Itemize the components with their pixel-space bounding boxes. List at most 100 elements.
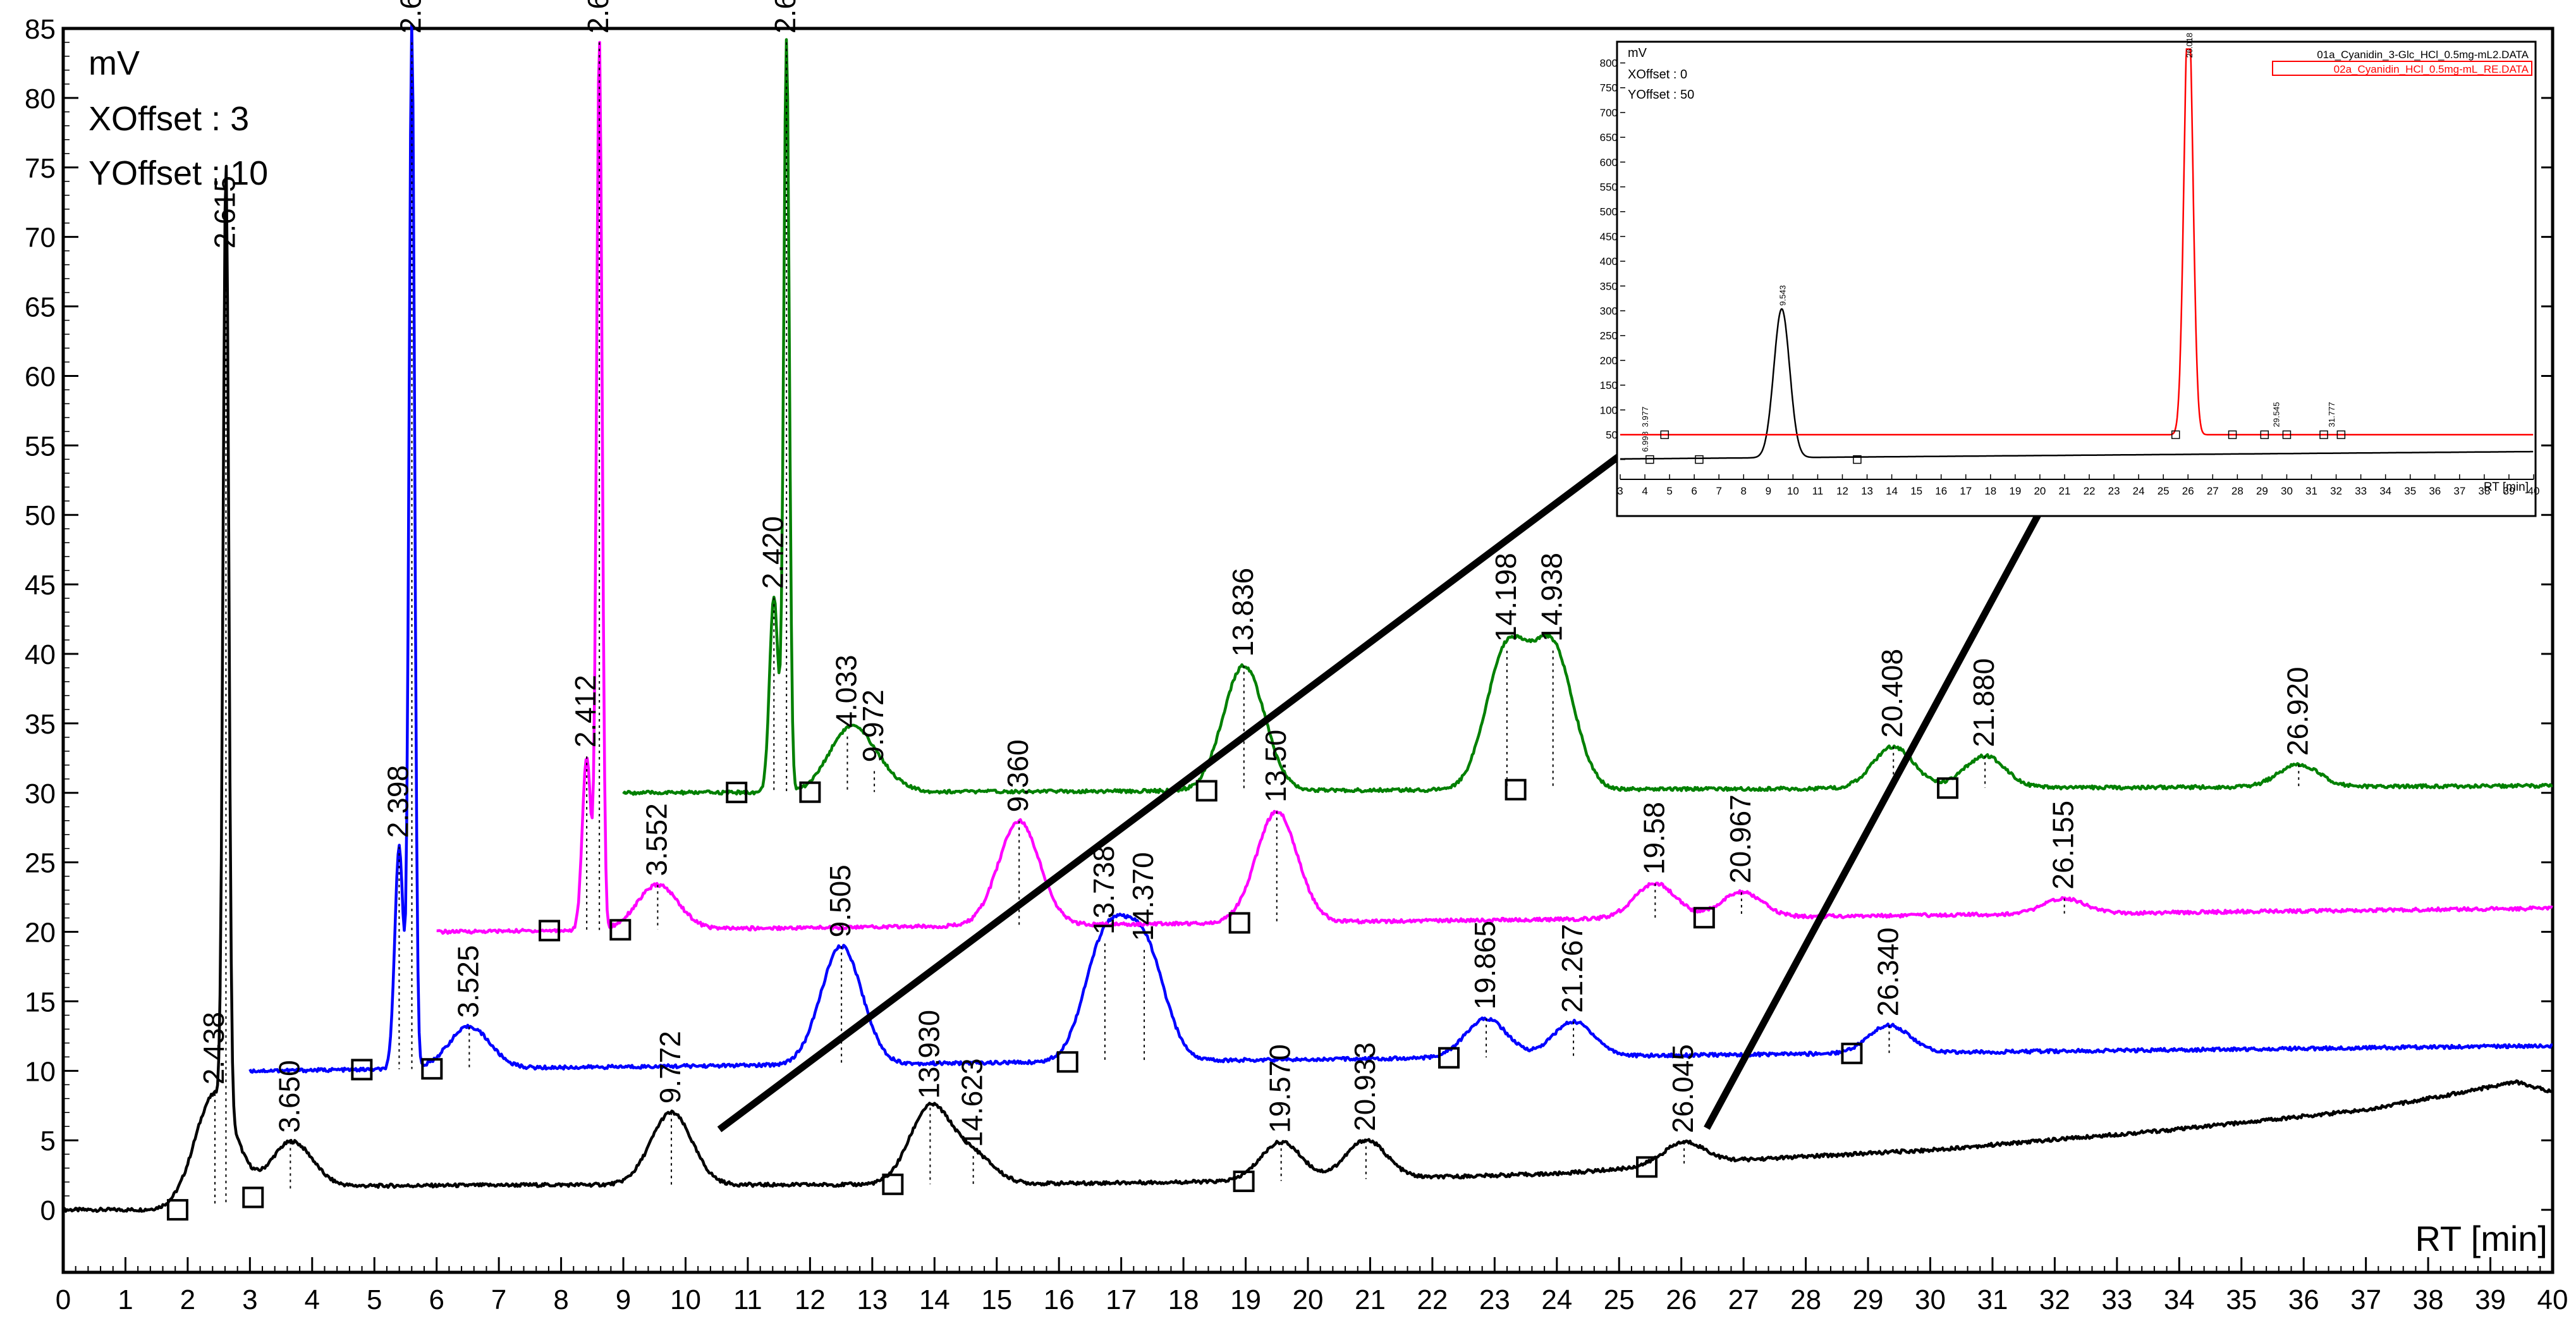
y-tick-label: 45 <box>25 570 56 601</box>
peak-label: 14.198 <box>1489 553 1522 642</box>
peak-label: 9.360 <box>1001 739 1034 812</box>
y-tick-label: 75 <box>25 153 56 184</box>
inset-y-tick-label: 50 <box>1606 429 1618 441</box>
peak-label: 20.408 <box>1876 649 1908 738</box>
inset-marker <box>1853 455 1862 464</box>
x-tick-label: 36 <box>2288 1284 2319 1315</box>
x-tick-label: 30 <box>1915 1284 1946 1315</box>
inset-y-tick-label: 300 <box>1600 305 1618 317</box>
peak-label: 2.602 <box>394 0 427 34</box>
main-peak-labels: 2.438 2.615 3.650 9.772 13.930 14.623 19.570 20… <box>197 0 2314 1205</box>
x-tick-label: 32 <box>2039 1284 2070 1315</box>
inset-x-tick-label: 21 <box>2059 485 2071 497</box>
inset-x-tick-label: 36 <box>2429 485 2441 497</box>
inset-x-tick-label: 30 <box>2281 485 2293 497</box>
inset-x-tick-label: 18 <box>1984 485 1996 497</box>
peak-label: 3.525 <box>451 945 484 1018</box>
inset-x-tick-label: 12 <box>1836 485 1848 497</box>
peak-label: 20.933 <box>1348 1042 1381 1131</box>
y-tick-label: 55 <box>25 431 56 462</box>
peak-label: 13.836 <box>1226 568 1259 657</box>
trace-line <box>61 164 2554 1214</box>
baseline-marker <box>539 919 561 942</box>
x-tick-label: 31 <box>1977 1284 2008 1315</box>
inset-y-tick-label: 350 <box>1600 280 1618 292</box>
inset-x-tick-label: 26 <box>2182 485 2194 497</box>
baseline-marker <box>1841 1042 1863 1064</box>
baseline-marker <box>1636 1156 1658 1178</box>
y-tick-label: 10 <box>25 1056 56 1087</box>
inset-y-tick-label: 100 <box>1600 404 1618 416</box>
y-unit: mV <box>89 44 140 82</box>
inset-x-tick-label: 22 <box>2084 485 2096 497</box>
inset-x-tick-label: 31 <box>2305 485 2317 497</box>
inset-peak-label: 3.977 <box>1640 407 1650 427</box>
x-tick-label: 12 <box>795 1284 826 1315</box>
baseline-marker <box>1693 907 1715 929</box>
x-tick-label: 28 <box>1790 1284 1821 1315</box>
peak-label: 3.650 <box>272 1060 305 1133</box>
x-offset-text: XOffset : 3 <box>89 100 249 138</box>
peak-label: 4.033 <box>829 655 862 727</box>
inset-trace-line <box>1620 48 2534 436</box>
x-tick-label: 33 <box>2101 1284 2132 1315</box>
trace-line <box>622 38 2553 796</box>
peak-label: 2.412 <box>569 675 602 747</box>
peak-label: 13.50 <box>1259 730 1292 802</box>
baseline-marker <box>726 782 748 804</box>
peak-label: 2.438 <box>197 1012 230 1085</box>
inset-peak-label: 9.543 <box>1778 285 1788 306</box>
arrow-to-inset-1 <box>717 357 1752 1133</box>
inset-legend-2-bg <box>2272 61 2532 76</box>
y-tick-label: 65 <box>25 292 56 323</box>
inset-peak-label: 26.018 <box>2185 33 2194 58</box>
y-tick-label: 50 <box>25 500 56 531</box>
x-tick-label: 19 <box>1230 1284 1261 1315</box>
baseline-marker <box>609 919 632 941</box>
inset-x-label: RT [min] <box>2484 481 2529 494</box>
x-tick-label: 27 <box>1728 1284 1759 1315</box>
peak-label: 19.865 <box>1468 921 1501 1010</box>
inset-marker <box>1645 455 1654 464</box>
y-offset-text: YOffset : 10 <box>89 154 268 192</box>
x-tick-label: 34 <box>2164 1284 2195 1315</box>
trace-line <box>248 23 2553 1074</box>
peak-label: 14.938 <box>1535 553 1568 642</box>
peak-label: 13.930 <box>912 1010 945 1099</box>
inset-y-offset: YOffset : 50 <box>1628 88 1694 102</box>
inset-peak-label: 29.545 <box>2272 402 2281 427</box>
peak-label: 2.420 <box>756 516 789 589</box>
inset-x-tick-label: 5 <box>1666 485 1672 497</box>
x-tick-label: 23 <box>1479 1284 1510 1315</box>
baseline-marker <box>799 781 821 803</box>
inset-x-tick-label: 29 <box>2256 485 2268 497</box>
x-tick-label: 2 <box>180 1284 195 1315</box>
x-tick-label: 15 <box>981 1284 1012 1315</box>
inset-x-tick-label: 14 <box>1886 485 1898 497</box>
baseline-marker <box>242 1186 264 1208</box>
inset-y-unit: mV <box>1628 46 1647 60</box>
x-tick-label: 21 <box>1355 1284 1386 1315</box>
inset-peak-label: 31.777 <box>2327 402 2336 427</box>
inset-peak-label: 6.998 <box>1640 431 1650 452</box>
y-tick-label: 60 <box>25 361 56 392</box>
baseline-marker <box>351 1059 373 1081</box>
peak-label: 9.772 <box>654 1031 687 1104</box>
x-tick-label: 13 <box>857 1284 888 1315</box>
peak-label: 26.340 <box>1872 928 1905 1017</box>
x-tick-label: 14 <box>919 1284 950 1315</box>
x-tick-label: 35 <box>2226 1284 2257 1315</box>
peak-label: 19.570 <box>1264 1044 1297 1133</box>
inset-x-tick-label: 13 <box>1861 485 1873 497</box>
peak-label: 21.880 <box>1967 658 2000 747</box>
inset-marker <box>2336 430 2346 440</box>
baseline-marker <box>1228 912 1250 934</box>
baseline-marker <box>1438 1047 1460 1069</box>
x-tick-label: 0 <box>56 1284 71 1315</box>
x-tick-label: 6 <box>429 1284 444 1315</box>
y-tick-label: 30 <box>25 778 56 809</box>
inset-x-tick-label: 38 <box>2478 485 2490 497</box>
x-tick-label: 22 <box>1417 1284 1448 1315</box>
x-axis-label: RT [min] <box>2415 1219 2548 1258</box>
inset-x-tick-label: 39 <box>2503 485 2515 497</box>
